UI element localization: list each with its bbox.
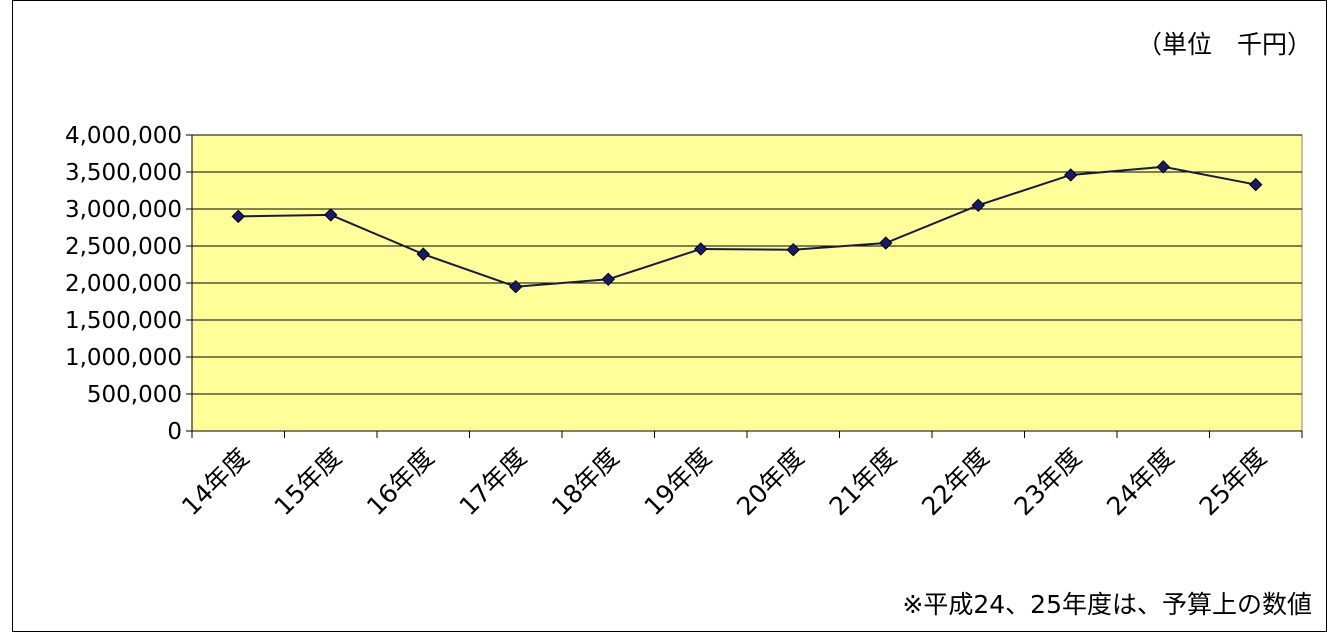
data-point-marker [879,236,893,250]
data-point-marker [416,247,430,261]
data-point-marker [509,279,523,294]
data-point-marker [786,242,800,257]
x-tick-label: 18年度 [546,443,624,521]
x-tick-label: 24年度 [1101,443,1179,521]
data-point-marker [1064,168,1078,182]
x-tick-label: 22年度 [916,443,994,521]
gridlines [186,134,1302,432]
y-tick-label: 500,000 [87,382,182,408]
x-tick-label: 17年度 [454,443,532,521]
data-point-marker [601,272,615,287]
x-tick-label: 21年度 [824,443,902,521]
y-tick-label: 2,500,000 [65,234,182,260]
x-tick-label: 25年度 [1194,443,1272,521]
series-line [238,165,1256,288]
data-point-marker [324,208,338,222]
data-point-marker [231,209,245,224]
y-axis-tick-labels: 0 500,000 1,000,000 1,500,000 2,000,000 2,500… [65,123,182,445]
x-tick-label: 20年度 [731,443,809,521]
y-tick-label: 0 [167,419,182,445]
data-markers [231,160,1263,294]
x-tick-label: 19年度 [639,443,717,521]
x-tick-label: 14年度 [176,443,254,521]
y-tick-label: 4,000,000 [65,123,182,149]
data-point-marker [971,198,985,213]
y-tick-label: 3,500,000 [65,160,182,186]
y-tick-label: 1,500,000 [65,308,182,334]
x-axis-tick-labels: 14年度 15年度 16年度 17年度 18年度 19年度 20年度 21年度 22年度 23年度… [176,443,1272,521]
y-tick-label: 2,000,000 [65,271,182,297]
axes [191,135,1303,438]
x-tick-label: 23年度 [1009,443,1087,521]
y-tick-label: 1,000,000 [65,345,182,371]
data-point-marker [694,242,708,256]
x-tick-label: 16年度 [361,443,439,521]
footnote: ※平成24、25年度は、予算上の数値 [902,590,1312,619]
y-tick-label: 3,000,000 [65,197,182,223]
unit-label: （単位 千円） [1136,30,1312,59]
data-point-marker [1249,177,1263,192]
x-tick-label: 15年度 [269,443,347,521]
data-point-marker [1156,160,1170,174]
